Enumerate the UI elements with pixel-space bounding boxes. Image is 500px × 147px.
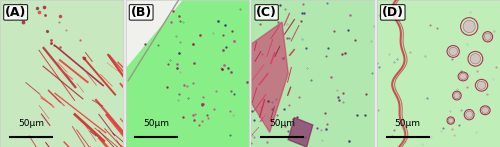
Text: (B): (B) xyxy=(130,6,152,19)
Ellipse shape xyxy=(454,92,460,99)
Text: (D): (D) xyxy=(382,6,404,19)
Polygon shape xyxy=(288,118,313,147)
Text: 50μm: 50μm xyxy=(394,119,420,128)
Ellipse shape xyxy=(463,20,475,33)
Polygon shape xyxy=(126,0,181,66)
Ellipse shape xyxy=(448,118,454,123)
Ellipse shape xyxy=(460,73,466,80)
Text: 50μm: 50μm xyxy=(18,119,44,128)
Text: (A): (A) xyxy=(5,6,26,19)
Polygon shape xyxy=(251,22,288,132)
Text: 50μm: 50μm xyxy=(269,119,295,128)
Ellipse shape xyxy=(482,107,488,113)
Ellipse shape xyxy=(484,33,491,40)
Ellipse shape xyxy=(470,54,480,64)
Ellipse shape xyxy=(477,81,486,89)
Text: 50μm: 50μm xyxy=(144,119,170,128)
Ellipse shape xyxy=(449,47,458,56)
Ellipse shape xyxy=(466,111,472,118)
Text: (C): (C) xyxy=(256,6,277,19)
